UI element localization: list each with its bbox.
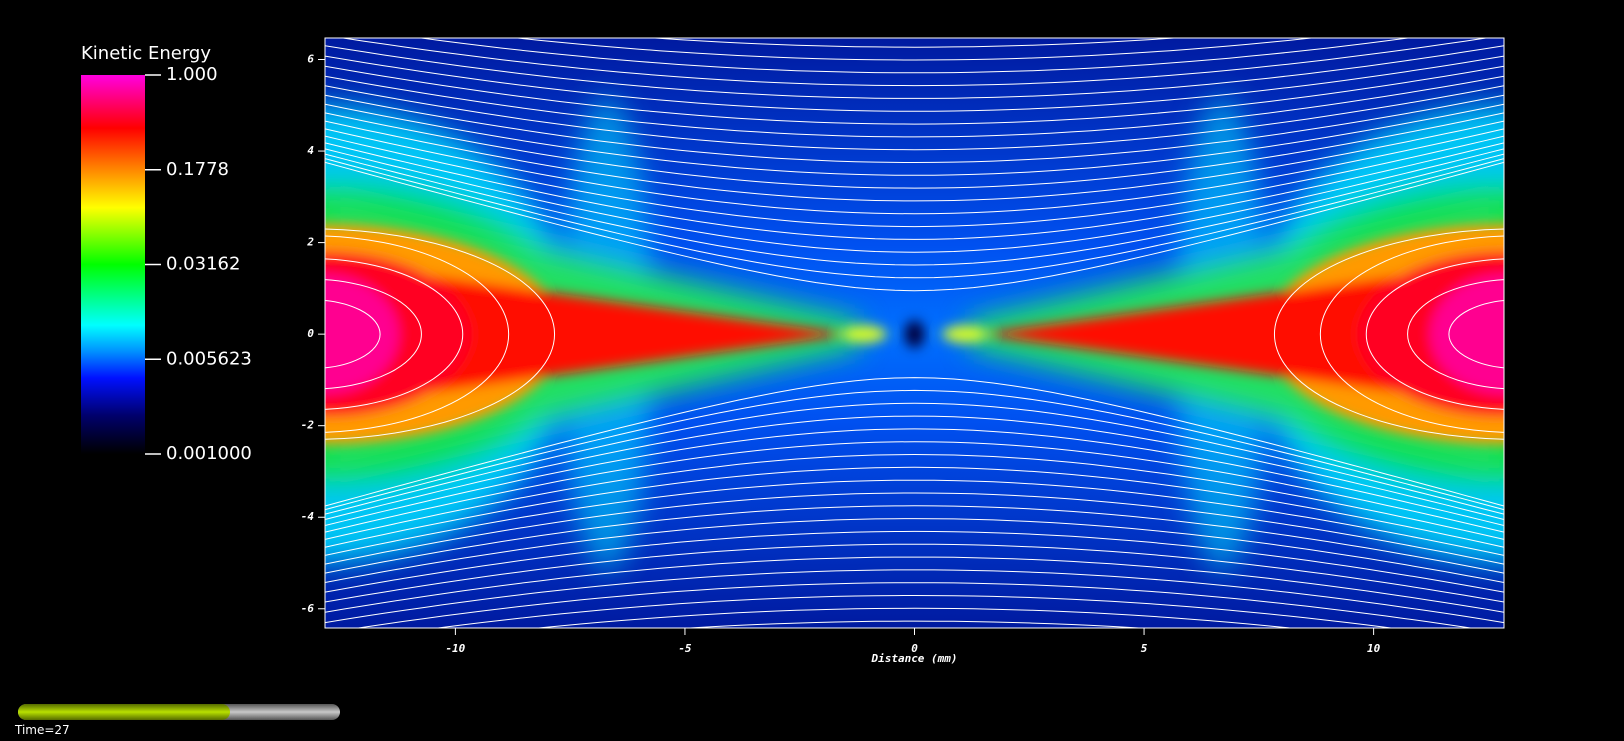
- contour-line: [325, 453, 1504, 540]
- center-spot: [904, 320, 925, 348]
- contour-line: [534, 607, 1295, 628]
- colorbar-tick-label: 1.000: [166, 64, 218, 85]
- contour-line: [325, 55, 1504, 112]
- contour-line: [325, 0, 1504, 22]
- contour-line: [647, 38, 1182, 48]
- y-tick-label: 0: [307, 327, 314, 340]
- contour-line: [325, 569, 1504, 624]
- y-tick-label: -4: [301, 510, 315, 523]
- colorbar: [81, 75, 145, 454]
- contour-line: [325, 428, 1504, 526]
- contour-line: [681, 620, 1148, 628]
- contour-line: [325, 148, 1504, 253]
- contour-line: [325, 505, 1504, 574]
- contour-arc: [325, 258, 464, 410]
- contours: [325, 0, 1504, 711]
- contour-line: [325, 0, 1504, 9]
- contour-arc: [325, 279, 422, 390]
- x-tick-label: -5: [678, 642, 692, 655]
- contour-arc: [1319, 235, 1504, 433]
- contour-line: [325, 135, 1504, 228]
- contour-arc: [325, 235, 510, 433]
- contour-line: [325, 543, 1504, 603]
- x-axis-label: Distance (mm): [870, 652, 957, 665]
- contour-line: [325, 660, 1504, 700]
- contour-arc: [1365, 258, 1504, 410]
- time-label: Time=27: [14, 723, 70, 737]
- contour-line: [417, 38, 1412, 74]
- contour-line: [325, 518, 1504, 583]
- contour-line: [325, 85, 1504, 151]
- x-tick-label: -10: [445, 642, 465, 655]
- contour-arc: [325, 300, 381, 369]
- colorbar-tick-label: 0.001000: [166, 443, 252, 464]
- contour-line: [340, 38, 1489, 87]
- contour-line: [325, 415, 1504, 520]
- contour-line: [325, 94, 1504, 164]
- colorbar-title: Kinetic Energy: [81, 43, 211, 64]
- x-tick-label: 5: [1141, 642, 1148, 655]
- contour-line: [325, 479, 1504, 556]
- magenta-core: [325, 274, 399, 394]
- contour-line: [325, 492, 1504, 565]
- y-tick-label: 6: [307, 53, 314, 66]
- contour-line: [325, 466, 1504, 548]
- contour-line: [325, 161, 1504, 292]
- colorbar-tick-label: 0.005623: [166, 348, 252, 369]
- contour-line: [325, 441, 1504, 533]
- contour-line: [325, 158, 1504, 279]
- contour-line: [355, 582, 1474, 628]
- contour-line: [325, 0, 1504, 34]
- contour-line: [325, 556, 1504, 613]
- contour-arc: [1448, 300, 1504, 369]
- time-slider-fill: [18, 704, 230, 720]
- yellow-tip: [841, 325, 887, 343]
- contour-line: [325, 672, 1504, 711]
- y-tick-label: -2: [301, 419, 315, 432]
- x-tick-label: 10: [1367, 642, 1381, 655]
- magenta-core: [1430, 274, 1504, 394]
- contour-line: [325, 142, 1504, 240]
- contour-arc: [1407, 279, 1504, 390]
- contour-line: [325, 75, 1504, 138]
- contour-line: [325, 377, 1504, 507]
- contour-line: [325, 402, 1504, 515]
- field-image: [325, 0, 1504, 711]
- contour-line: [325, 530, 1504, 593]
- y-tick-label: 2: [306, 236, 314, 249]
- contour-arc: [1274, 228, 1504, 440]
- contour-line: [325, 153, 1504, 266]
- contour-line: [325, 112, 1504, 189]
- contour-line: [325, 103, 1504, 176]
- contour-line: [325, 45, 1504, 99]
- contour-arc: [325, 228, 555, 440]
- contour-line: [434, 594, 1395, 628]
- contour-line: [325, 65, 1504, 125]
- y-tick-label: 4: [307, 144, 314, 157]
- contour-line: [325, 389, 1504, 511]
- yellow-tip: [942, 325, 988, 343]
- field-core: [325, 224, 1504, 444]
- y-tick-label: -6: [301, 602, 315, 615]
- x-tick-label: 0: [911, 642, 918, 655]
- contour-line: [325, 120, 1504, 202]
- contour-line: [325, 128, 1504, 215]
- colorbar-tick-label: 0.1778: [166, 159, 229, 180]
- colorbar-tick-label: 0.03162: [166, 254, 240, 275]
